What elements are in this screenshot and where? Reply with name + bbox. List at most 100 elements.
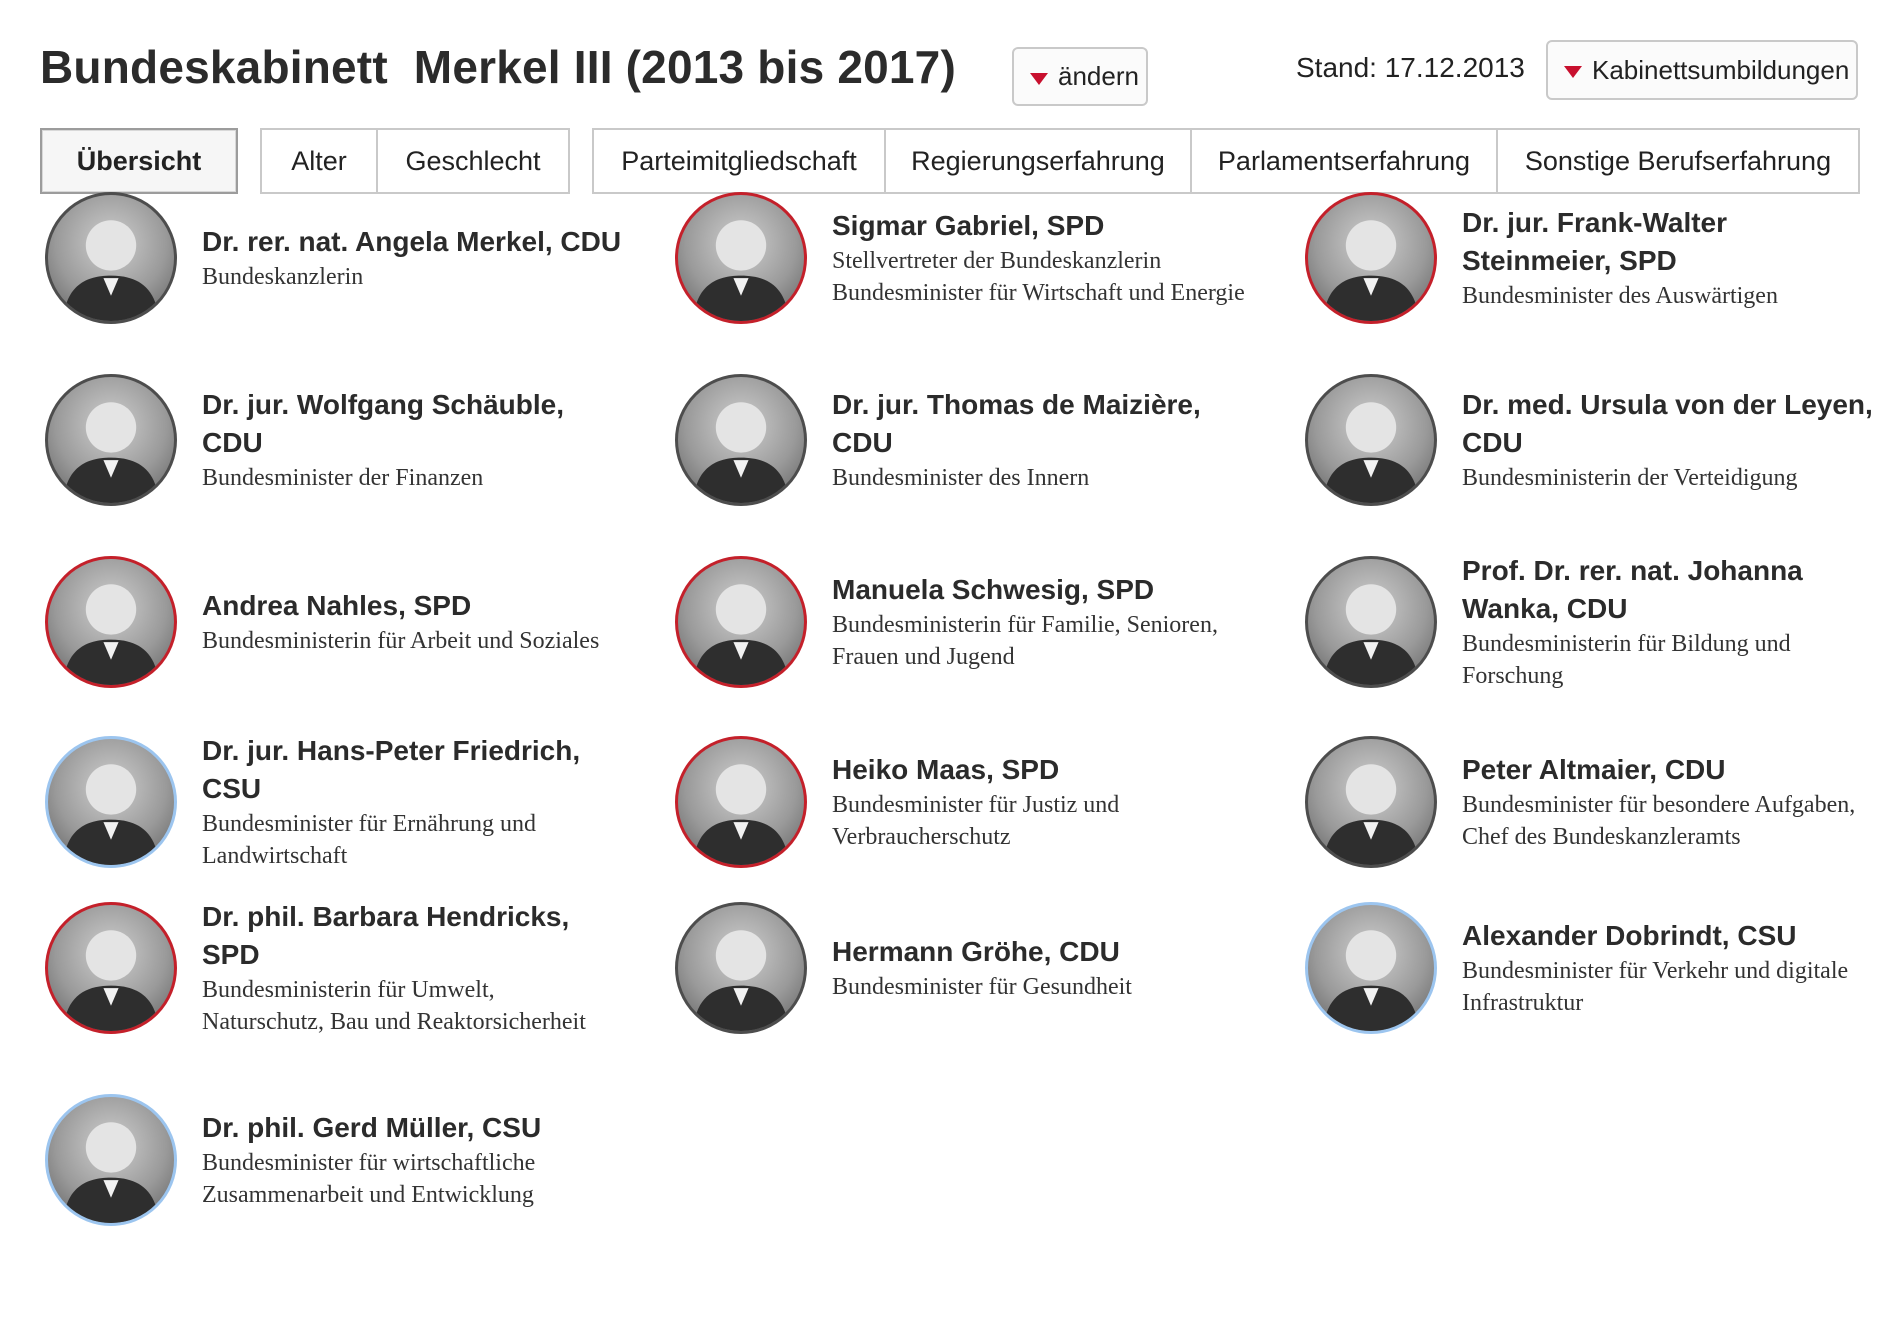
member-info: Dr. rer. nat. Angela Merkel, CDU Bundeska… [202,223,622,293]
member-portrait[interactable] [675,556,807,688]
member-name[interactable]: Alexander Dobrindt, CSU [1462,920,1797,951]
cabinet-member-card[interactable]: Peter Altmaier, CDU Bundesminister für be… [1300,736,1882,886]
cabinet-member-card[interactable]: Manuela Schwesig, SPD Bundesministerin fü… [670,556,1270,706]
portrait-silhouette-icon [63,1122,159,1223]
portrait-silhouette-icon [1323,764,1419,865]
member-name[interactable]: Sigmar Gabriel, SPD [832,210,1105,241]
change-cabinet-label: ändern [1058,61,1139,91]
member-name[interactable]: Prof. Dr. rer. nat. Johanna Wanka, CDU [1462,555,1803,624]
tab-sonstige-berufserfahrung[interactable]: Sonstige Berufserfahrung [1498,128,1860,194]
tab-parlamentserfahrung[interactable]: Parlamentserfahrung [1192,128,1498,194]
member-info: Peter Altmaier, CDU Bundesminister für be… [1462,751,1882,853]
portrait-silhouette-icon [1323,930,1419,1031]
member-name[interactable]: Andrea Nahles, SPD [202,590,472,621]
member-name[interactable]: Dr. rer. nat. Angela Merkel, CDU [202,226,622,257]
member-info: Sigmar Gabriel, SPD Stellvertreter der Bu… [832,207,1252,309]
member-portrait[interactable] [1305,736,1437,868]
member-role: Bundesminister für Gesundheit [832,974,1132,1000]
change-cabinet-button[interactable]: ändern [1012,47,1148,106]
member-role: Bundesminister für Ernährung und Landwir… [202,811,536,869]
member-portrait[interactable] [45,1094,177,1226]
member-info: Dr. phil. Gerd Müller, CSU Bundesminister… [202,1109,622,1211]
cabinet-member-card[interactable]: Alexander Dobrindt, CSU Bundesminister fü… [1300,902,1882,1052]
member-name[interactable]: Heiko Maas, SPD [832,754,1060,785]
member-portrait[interactable] [675,736,807,868]
member-info: Alexander Dobrindt, CSU Bundesminister fü… [1462,917,1882,1019]
cabinet-member-card[interactable]: Dr. jur. Wolfgang Schäuble, CDU Bundesmin… [40,374,640,524]
tab-uebersicht[interactable]: Übersicht [40,128,238,194]
member-role: Bundesminister des Innern [832,465,1090,491]
tab-parteimitgliedschaft[interactable]: Parteimitgliedschaft [592,128,886,194]
portrait-silhouette-icon [63,402,159,503]
tab-geschlecht[interactable]: Geschlecht [378,128,570,194]
portrait-silhouette-icon [63,584,159,685]
cabinet-member-card[interactable]: Andrea Nahles, SPD Bundesministerin für A… [40,556,640,706]
member-name[interactable]: Dr. jur. Hans-Peter Friedrich, CSU [202,735,581,804]
member-portrait[interactable] [45,736,177,868]
cabinet-member-card[interactable]: Prof. Dr. rer. nat. Johanna Wanka, CDU Bu… [1300,555,1882,706]
portrait-silhouette-icon [693,220,789,321]
member-role: Bundesminister der Finanzen [202,465,484,491]
cabinet-member-card[interactable]: Dr. jur. Hans-Peter Friedrich, CSU Bundes… [40,735,640,886]
cabinet-member-card[interactable]: Hermann Gröhe, CDU Bundesminister für Ges… [670,902,1270,1052]
member-portrait[interactable] [675,192,807,324]
cabinet-member-card[interactable]: Dr. med. Ursula von der Leyen, CDU Bundes… [1300,374,1882,524]
member-portrait[interactable] [45,374,177,506]
member-role: Bundesminister des Auswärtigen [1462,283,1778,309]
member-portrait[interactable] [1305,556,1437,688]
member-portrait[interactable] [1305,374,1437,506]
member-name[interactable]: Dr. jur. Wolfgang Schäuble, CDU [202,389,564,458]
member-info: Manuela Schwesig, SPD Bundesministerin fü… [832,571,1252,673]
member-portrait[interactable] [45,556,177,688]
member-info: Dr. jur. Wolfgang Schäuble, CDU Bundesmin… [202,386,622,494]
member-name[interactable]: Dr. jur. Thomas de Maizière, CDU [832,389,1201,458]
member-name[interactable]: Dr. phil. Barbara Hendricks, SPD [202,901,570,970]
portrait-silhouette-icon [1323,402,1419,503]
cabinet-member-card[interactable]: Heiko Maas, SPD Bundesminister für Justiz… [670,736,1270,886]
member-name[interactable]: Dr. phil. Gerd Müller, CSU [202,1112,542,1143]
tab-regierungserfahrung[interactable]: Regierungserfahrung [886,128,1192,194]
cabinet-member-card[interactable]: Dr. rer. nat. Angela Merkel, CDU Bundeska… [40,192,640,342]
portrait-silhouette-icon [693,402,789,503]
cabinet-member-card[interactable]: Dr. jur. Frank-Walter Steinmeier, SPD Bun… [1300,192,1882,342]
member-info: Dr. phil. Barbara Hendricks, SPD Bundesmi… [202,898,622,1038]
portrait-silhouette-icon [63,764,159,865]
cabinet-member-card[interactable]: Dr. phil. Barbara Hendricks, SPD Bundesmi… [40,901,640,1052]
member-name[interactable]: Peter Altmaier, CDU [1462,754,1726,785]
portrait-silhouette-icon [1323,584,1419,685]
portrait-silhouette-icon [693,584,789,685]
member-role: Bundesminister für besondere Aufgaben, C… [1462,792,1856,850]
member-portrait[interactable] [1305,902,1437,1034]
member-info: Dr. jur. Thomas de Maizière, CDU Bundesmi… [832,386,1252,494]
member-portrait[interactable] [675,374,807,506]
portrait-silhouette-icon [693,930,789,1031]
member-role: Bundesministerin für Familie, Senioren, … [832,612,1218,670]
stand-date: Stand: 17.12.2013 [1296,52,1525,83]
member-portrait[interactable] [675,902,807,1034]
reshuffle-label: Kabinettsumbildungen [1592,54,1850,85]
member-name[interactable]: Dr. jur. Frank-Walter Steinmeier, SPD [1462,207,1728,276]
cabinet-member-card[interactable]: Sigmar Gabriel, SPD Stellvertreter der Bu… [670,192,1270,342]
member-name[interactable]: Dr. med. Ursula von der Leyen, CDU [1462,389,1873,458]
member-role: Bundesministerin für Bildung und Forschu… [1462,631,1791,689]
portrait-silhouette-icon [1323,220,1419,321]
cabinet-member-card[interactable]: Dr. jur. Thomas de Maizière, CDU Bundesmi… [670,374,1270,524]
member-portrait[interactable] [1305,192,1437,324]
tab-alter[interactable]: Alter [260,128,378,194]
member-portrait[interactable] [45,192,177,324]
member-role: Bundesminister für Justiz und Verbrauche… [832,792,1120,850]
caret-down-icon [1030,72,1048,85]
member-role: Bundeskanzlerin [202,264,364,290]
member-info: Dr. jur. Frank-Walter Steinmeier, SPD Bun… [1462,204,1882,312]
member-name[interactable]: Manuela Schwesig, SPD [832,574,1155,605]
member-name[interactable]: Hermann Gröhe, CDU [832,936,1120,967]
caret-down-icon [1564,66,1582,78]
member-portrait[interactable] [45,902,177,1034]
member-role: Bundesministerin für Umwelt, Naturschutz… [202,977,586,1035]
reshuffle-dropdown-button[interactable]: Kabinettsumbildungen [1546,40,1858,100]
cabinet-member-card[interactable]: Dr. phil. Gerd Müller, CSU Bundesminister… [40,1094,640,1244]
portrait-silhouette-icon [63,930,159,1031]
member-info: Dr. med. Ursula von der Leyen, CDU Bundes… [1462,386,1882,494]
member-info: Prof. Dr. rer. nat. Johanna Wanka, CDU Bu… [1462,552,1882,692]
portrait-silhouette-icon [63,220,159,321]
